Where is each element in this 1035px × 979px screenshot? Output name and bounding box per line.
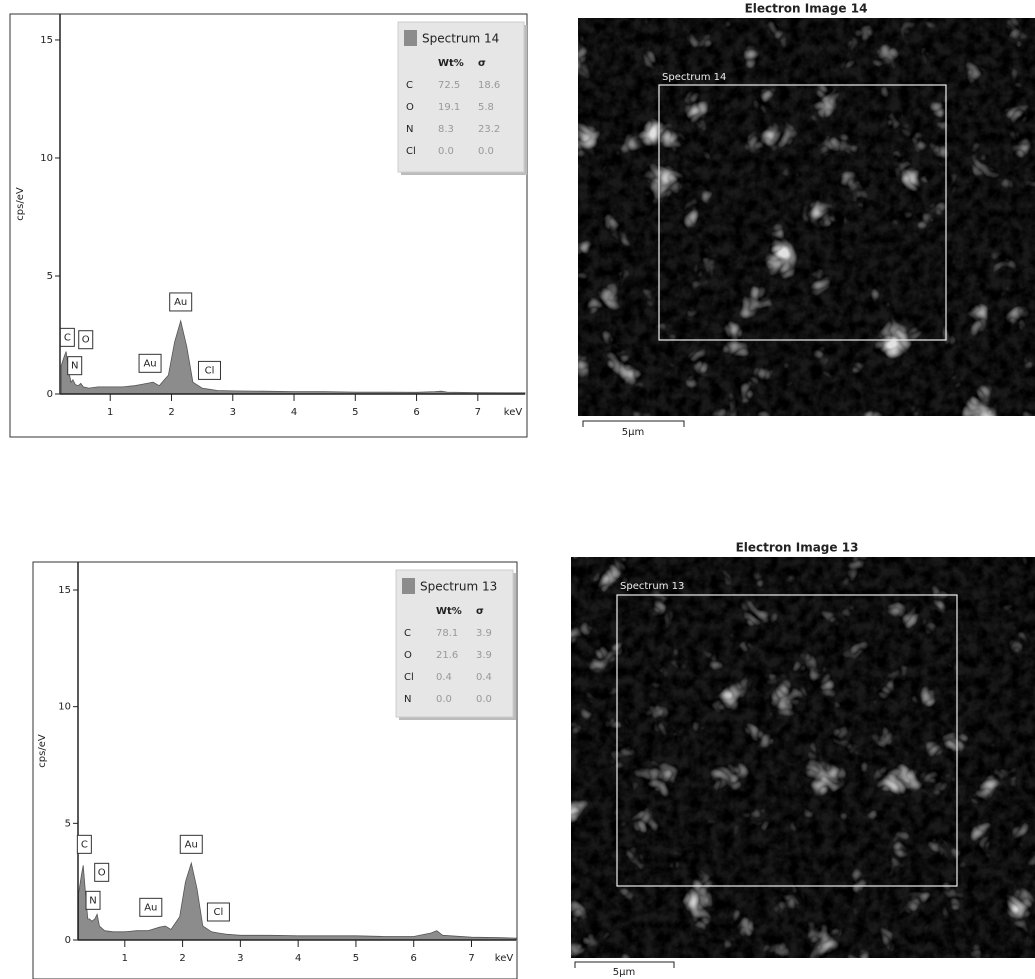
spectrum-chart: 0 5 10 15 1 2 3 4 5 6 7 keV cps/eV C N O Au Au Cl Spectrum … — [33, 562, 517, 979]
table-cell: 8.3 — [438, 124, 454, 135]
table-cell: 5.8 — [478, 102, 494, 113]
sem-image: Electron Image 14 Spectrum 14 5µm — [578, 2, 1035, 439]
table-cell: N — [404, 694, 411, 705]
x-axis-label: keV — [504, 407, 523, 418]
table-cell: N — [406, 124, 413, 135]
y-tick-label: 0 — [65, 935, 71, 946]
table-cell: 23.2 — [478, 124, 500, 135]
peak-label: N — [89, 895, 96, 906]
x-tick-label: 3 — [230, 407, 236, 418]
x-tick-label: 1 — [107, 407, 113, 418]
table-header: Wt% — [438, 58, 464, 69]
peak-label: Cl — [205, 365, 215, 376]
table-cell: 21.6 — [436, 650, 458, 661]
peak-label: Au — [143, 358, 156, 369]
peak-label: C — [81, 839, 88, 850]
region-label: Spectrum 14 — [662, 72, 726, 83]
sem-image: Electron Image 13 Spectrum 13 5µm — [571, 541, 1035, 979]
peak-label: N — [71, 361, 78, 372]
table-cell: Cl — [406, 146, 416, 157]
table-cell: 19.1 — [438, 102, 460, 113]
table-cell: 78.1 — [436, 628, 458, 639]
y-tick-label: 10 — [40, 153, 53, 164]
y-tick-label: 5 — [65, 818, 71, 829]
table-cell: 0.0 — [476, 694, 492, 705]
x-tick-label: 5 — [352, 407, 358, 418]
peak-label: C — [64, 332, 71, 343]
image-particles — [571, 557, 1035, 958]
image-particles — [578, 18, 1035, 416]
x-tick-label: 4 — [295, 953, 301, 964]
peak-label: Au — [144, 902, 157, 913]
table-cell: C — [404, 628, 411, 639]
y-tick-label: 10 — [58, 702, 71, 713]
x-tick-label: 5 — [353, 953, 359, 964]
table-header: Wt% — [436, 606, 462, 617]
x-tick-label: 3 — [237, 953, 243, 964]
x-axis-label: keV — [495, 953, 514, 964]
x-tick-label: 2 — [179, 953, 185, 964]
scale-label: 5µm — [613, 967, 635, 978]
peak-label: O — [82, 335, 90, 346]
legend-label: Spectrum 13 — [420, 580, 497, 594]
scale-label: 5µm — [622, 427, 644, 438]
image-title: Electron Image 14 — [745, 2, 868, 16]
peak-label: Au — [185, 839, 198, 850]
x-tick-label: 6 — [411, 953, 417, 964]
legend-label: Spectrum 14 — [422, 32, 499, 46]
x-tick-label: 7 — [475, 407, 481, 418]
table-cell: Cl — [404, 672, 414, 683]
y-tick-label: 0 — [47, 389, 53, 400]
y-tick-label: 15 — [58, 585, 71, 596]
legend-swatch — [402, 578, 415, 594]
image-title: Electron Image 13 — [736, 541, 859, 555]
region-label: Spectrum 13 — [620, 581, 684, 592]
table-cell: 3.9 — [476, 628, 492, 639]
x-tick-label: 1 — [122, 953, 128, 964]
table-cell: 3.9 — [476, 650, 492, 661]
table-header: σ — [476, 606, 484, 617]
peak-label: O — [98, 867, 106, 878]
table-header: σ — [478, 58, 486, 69]
table-cell: O — [406, 102, 414, 113]
spectrum-area — [61, 321, 525, 394]
table-cell: 0.4 — [436, 672, 452, 683]
table-cell: 0.4 — [476, 672, 492, 683]
legend-swatch — [404, 30, 417, 46]
peak-label: Au — [174, 297, 187, 308]
table-cell: 18.6 — [478, 80, 500, 91]
x-tick-label: 4 — [291, 407, 297, 418]
y-tick-label: 5 — [47, 271, 53, 282]
x-tick-label: 7 — [468, 953, 474, 964]
x-tick-label: 2 — [168, 407, 174, 418]
peak-label: Cl — [214, 907, 224, 918]
table-cell: 0.0 — [478, 146, 494, 157]
y-axis-label: cps/eV — [37, 734, 48, 768]
table-cell: 0.0 — [436, 694, 452, 705]
table-cell: 0.0 — [438, 146, 454, 157]
table-cell: O — [404, 650, 412, 661]
table-cell: C — [406, 80, 413, 91]
table-cell: 72.5 — [438, 80, 460, 91]
figure: Electron Image 14 Spectrum 14 5µm Electr… — [0, 0, 1035, 979]
x-tick-label: 6 — [413, 407, 419, 418]
y-tick-label: 15 — [40, 35, 53, 46]
y-axis-label: cps/eV — [15, 187, 26, 221]
